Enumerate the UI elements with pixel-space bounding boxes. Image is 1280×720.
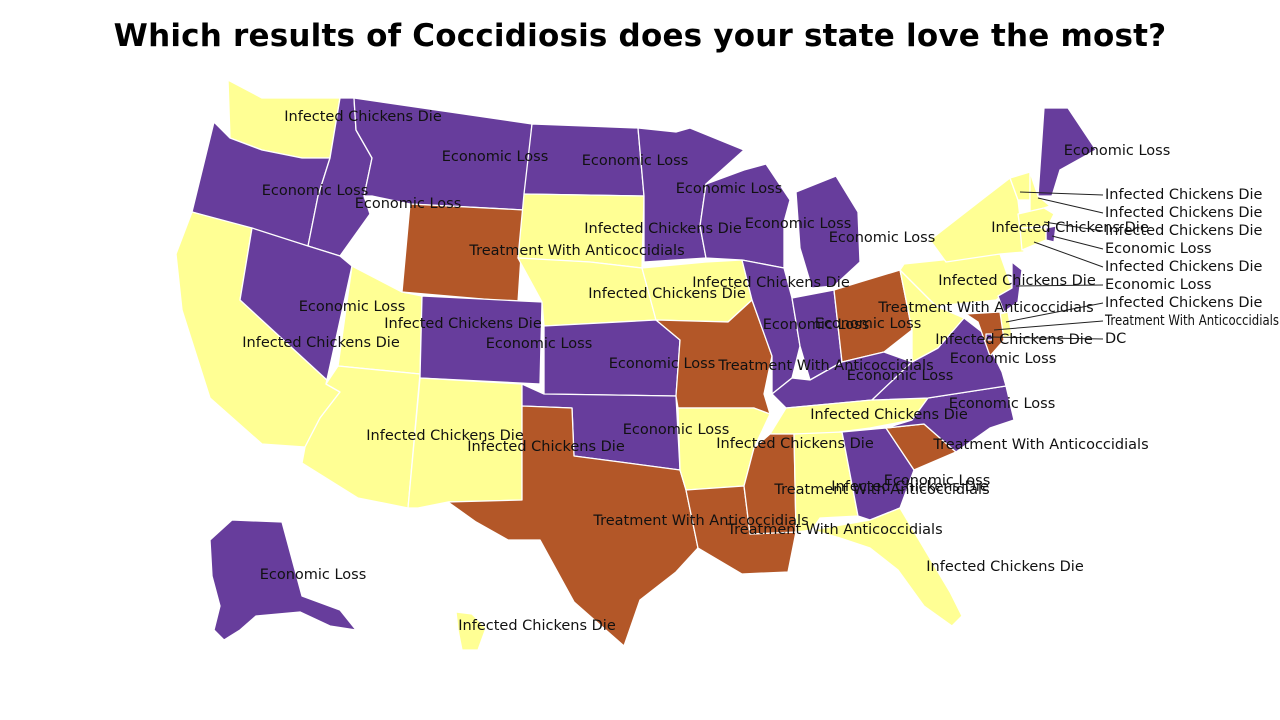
state-label-ok: Economic Loss bbox=[623, 422, 730, 438]
state-label-hi: Infected Chickens Die bbox=[458, 618, 616, 634]
state-label-or: Economic Loss bbox=[262, 183, 369, 199]
state-tx bbox=[447, 405, 699, 647]
state-label-wy: Treatment With Anticoccidials bbox=[468, 243, 684, 259]
state-label-nh: Infected Chickens Die bbox=[1105, 205, 1263, 221]
state-mi bbox=[795, 175, 861, 289]
state-label-ny: Infected Chickens Die bbox=[991, 220, 1149, 236]
state-label-ia: Infected Chickens Die bbox=[692, 275, 850, 291]
state-label-ne: Infected Chickens Die bbox=[588, 286, 746, 302]
map-title: Which results of Coccidiosis does your s… bbox=[113, 18, 1167, 54]
state-label-id: Economic Loss bbox=[355, 196, 462, 212]
state-label-me: Economic Loss bbox=[1064, 143, 1171, 159]
state-nv bbox=[239, 227, 353, 393]
state-label-il: Economic Loss bbox=[763, 317, 870, 333]
state-label-ms: Treatment With Anticoccidials bbox=[773, 482, 989, 498]
state-label-md: Treatment With Anticoccidials bbox=[1104, 313, 1279, 329]
state-label-oh: Treatment With Anticoccidials bbox=[877, 300, 1093, 316]
state-ma bbox=[1017, 207, 1055, 229]
leader-line-dc bbox=[989, 336, 1104, 340]
states-layer bbox=[175, 79, 1097, 651]
leader-line-nh bbox=[1037, 197, 1104, 214]
state-label-de: Infected Chickens Die bbox=[1105, 295, 1263, 311]
state-label-va: Economic Loss bbox=[950, 351, 1057, 367]
leader-line-nj bbox=[1015, 284, 1104, 287]
state-label-ri: Economic Loss bbox=[1105, 241, 1212, 257]
leader-line-ma bbox=[1043, 221, 1104, 232]
state-label-ga: Economic Loss bbox=[884, 473, 991, 489]
state-label-nd: Economic Loss bbox=[582, 153, 689, 169]
state-label-ar: Infected Chickens Die bbox=[716, 436, 874, 452]
state-label-tn: Infected Chickens Die bbox=[810, 407, 968, 423]
state-label-sd: Infected Chickens Die bbox=[584, 221, 742, 237]
state-label-mi: Economic Loss bbox=[829, 230, 936, 246]
state-md bbox=[965, 311, 1005, 357]
state-label-ca: Infected Chickens Die bbox=[242, 335, 400, 351]
state-dc bbox=[985, 333, 993, 341]
state-label-nj: Economic Loss bbox=[1105, 277, 1212, 293]
state-label-nc: Economic Loss bbox=[949, 396, 1056, 412]
state-label-ma: Infected Chickens Die bbox=[1105, 223, 1263, 239]
state-label-mt: Economic Loss bbox=[442, 149, 549, 165]
state-label-mo: Treatment With Anticoccidials bbox=[717, 358, 933, 374]
state-label-ks: Economic Loss bbox=[609, 356, 716, 372]
state-label-dc: DC bbox=[1105, 331, 1126, 347]
state-wi bbox=[699, 163, 791, 269]
state-label-nv: Economic Loss bbox=[299, 299, 406, 315]
state-label-la: Treatment With Anticoccidials bbox=[726, 522, 942, 538]
leader-line-de bbox=[1005, 302, 1104, 323]
state-label-in: Economic Loss bbox=[815, 316, 922, 332]
state-label-ak: Economic Loss bbox=[260, 567, 367, 583]
leader-line-vt bbox=[1019, 191, 1104, 196]
state-label-wv: Infected Chickens Die bbox=[935, 332, 1093, 348]
state-label-mn: Economic Loss bbox=[676, 181, 783, 197]
state-fl bbox=[811, 507, 963, 627]
state-label-wi: Economic Loss bbox=[745, 216, 852, 232]
state-label-ut: Infected Chickens Die bbox=[384, 316, 542, 332]
state-label-tx: Treatment With Anticoccidials bbox=[592, 513, 808, 529]
state-label-vt: Infected Chickens Die bbox=[1105, 187, 1263, 203]
state-label-sc: Treatment With Anticoccidials bbox=[932, 437, 1148, 453]
state-label-ky: Economic Loss bbox=[847, 368, 954, 384]
state-label-wa: Infected Chickens Die bbox=[284, 109, 442, 125]
state-co bbox=[419, 295, 543, 385]
leader-line-ct bbox=[1033, 241, 1104, 268]
state-nj bbox=[997, 261, 1023, 313]
leader-line-ri bbox=[1051, 235, 1104, 250]
state-ak bbox=[209, 519, 357, 641]
state-label-nm: Infected Chickens Die bbox=[467, 439, 625, 455]
state-ct bbox=[1019, 227, 1047, 251]
state-label-pa: Infected Chickens Die bbox=[938, 273, 1096, 289]
state-label-al: Infected Chickens Die bbox=[831, 479, 989, 495]
leader-lines-layer bbox=[989, 191, 1104, 340]
state-label-fl: Infected Chickens Die bbox=[926, 559, 1084, 575]
leader-line-md bbox=[993, 320, 1104, 331]
state-hi bbox=[455, 611, 487, 651]
state-label-az: Infected Chickens Die bbox=[366, 428, 524, 444]
state-label-co: Economic Loss bbox=[486, 336, 593, 352]
state-label-ct: Infected Chickens Die bbox=[1105, 259, 1263, 275]
